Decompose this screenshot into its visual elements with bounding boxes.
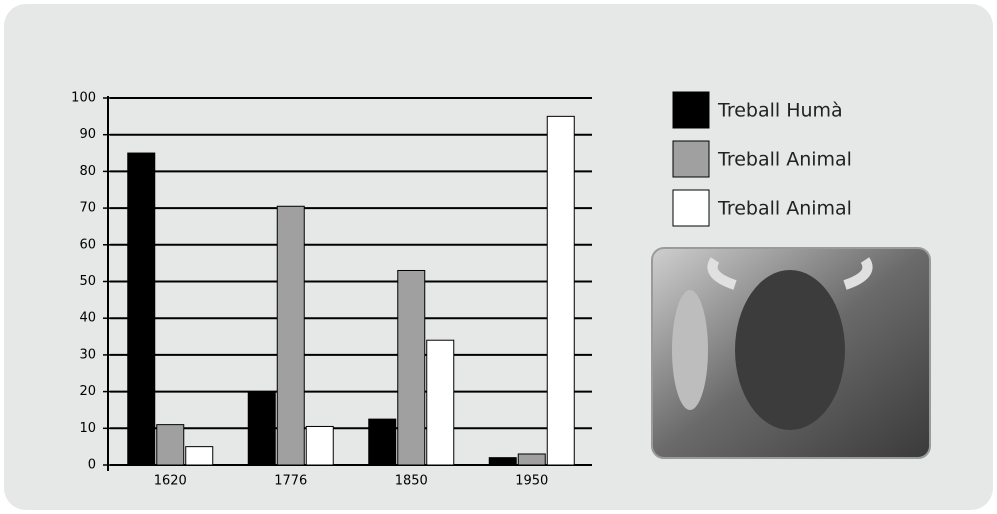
- y-tick-label: 100: [71, 91, 96, 106]
- bar: [488, 457, 517, 466]
- y-tick-label: 0: [88, 458, 96, 473]
- x-tick-label: 1620: [154, 474, 187, 489]
- legend-swatch: [672, 91, 710, 129]
- bar: [517, 453, 546, 466]
- y-tick-label: 90: [79, 127, 96, 142]
- y-tick-label: 10: [79, 421, 96, 436]
- y-tick-label: 70: [79, 201, 96, 216]
- bar: [156, 424, 185, 466]
- legend-swatch: [672, 189, 710, 227]
- legend-label: Treball Animal: [717, 149, 852, 171]
- bar: [276, 205, 305, 466]
- bar: [305, 425, 334, 466]
- x-tick-label: 1950: [515, 474, 548, 489]
- bar: [247, 391, 276, 466]
- bar: [546, 115, 575, 466]
- legend-label: Treball Humà: [717, 100, 843, 122]
- legend-label: Treball Animal: [717, 198, 852, 220]
- bar: [368, 418, 397, 466]
- bar: [127, 152, 156, 466]
- x-tick-label: 1850: [395, 474, 428, 489]
- bar: [397, 269, 426, 466]
- bar: [185, 446, 214, 466]
- bar: [426, 339, 455, 466]
- x-tick-label: 1776: [274, 474, 307, 489]
- y-tick-label: 30: [79, 347, 96, 362]
- y-tick-label: 60: [79, 237, 96, 252]
- legend-swatch: [672, 140, 710, 178]
- y-tick-label: 80: [79, 164, 96, 179]
- y-tick-label: 40: [79, 311, 96, 326]
- y-tick-label: 20: [79, 384, 96, 399]
- y-tick-label: 50: [79, 274, 96, 289]
- photo: [651, 247, 931, 459]
